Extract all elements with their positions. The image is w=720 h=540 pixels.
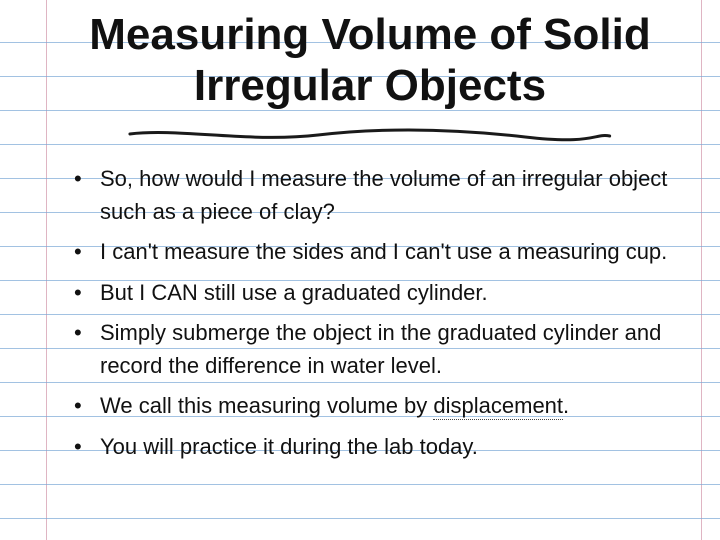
underlined-term: displacement [433,393,563,420]
list-item: We call this measuring volume by displac… [100,390,680,423]
rule-line [0,484,720,485]
bullet-text: You will practice it during the lab toda… [100,434,478,459]
bullet-text: So, how would I measure the volume of an… [100,166,667,224]
list-item: You will practice it during the lab toda… [100,431,680,464]
list-item: So, how would I measure the volume of an… [100,163,680,228]
bullet-text-post: . [563,393,569,418]
bullet-text: But I CAN still use a graduated cylinder… [100,280,488,305]
title-underline-icon [128,125,612,147]
list-item: I can't measure the sides and I can't us… [100,236,680,269]
list-item: Simply submerge the object in the gradua… [100,317,680,382]
rule-line [0,518,720,519]
bullet-list: So, how would I measure the volume of an… [60,163,680,463]
page-title: Measuring Volume of Solid Irregular Obje… [60,10,680,117]
bullet-text: Simply submerge the object in the gradua… [100,320,661,378]
slide-content: Measuring Volume of Solid Irregular Obje… [0,0,720,464]
bullet-text: I can't measure the sides and I can't us… [100,239,667,264]
list-item: But I CAN still use a graduated cylinder… [100,277,680,310]
bullet-text: We call this measuring volume by [100,393,433,418]
